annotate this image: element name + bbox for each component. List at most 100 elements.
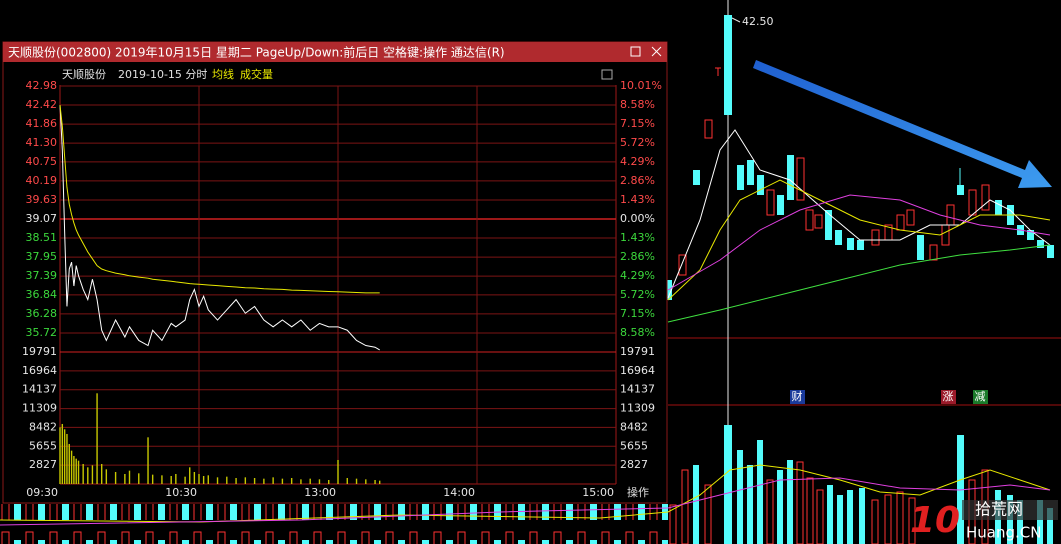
volume-tick-label: 11309 [22,402,57,415]
volume-tick-label: 2827 [29,458,57,471]
volume-ma [0,464,1051,523]
candles [666,15,1054,300]
y2-tick-label: 10.01% [620,79,662,92]
volume-bar [61,423,64,484]
tag: 涨 [943,390,954,403]
watermark: 10 拾荒网 Huang.CN [910,500,1058,542]
title-bar [3,42,667,62]
volume-bar [124,473,126,484]
maximize-button[interactable] [630,46,641,57]
volume-bar [82,463,84,484]
ma-line [667,194,1051,291]
volume-bar [263,478,265,484]
volume-bar [184,476,186,484]
candle [777,195,784,215]
volume-bar [216,477,219,484]
volume-bar [355,478,358,484]
y-tick-label: 41.30 [26,136,58,149]
volume-bar [796,461,804,544]
volume-bar [827,485,833,544]
volume-bar [847,490,853,544]
volume-bar [75,458,77,484]
volume-bar [151,474,154,484]
candle [957,185,964,195]
tag: 财 [792,389,803,403]
volume-tick-label: 14137 [620,383,655,396]
footer-button[interactable] [620,485,666,502]
y-tick-label: 41.86 [26,117,58,130]
volume-tick-label: 16964 [22,364,57,377]
candle [1047,245,1054,258]
watermark-domain: Huang.CN [966,524,1041,542]
footer-button-label[interactable]: 操作 [627,485,649,499]
y-tick-label: 40.19 [26,174,58,187]
candle [814,214,823,229]
volume-ma [0,477,1051,526]
volume-bar [318,479,321,484]
candle [917,235,924,260]
candle [796,157,805,201]
candle [946,204,955,226]
candle [871,229,880,246]
candle [941,224,950,246]
candle [747,160,754,185]
toggle-icon[interactable] [601,69,613,80]
trend-arrow [753,60,1052,188]
volume-bar [669,504,677,544]
window-title: 天顺股份(002800) 2019年10月15日 星期二 PageUp/Down… [8,45,505,60]
volume-bar [244,477,247,484]
tag-box [941,390,956,404]
volume-bar [272,477,274,484]
ma-line [667,129,1051,299]
volume-bar [128,470,131,484]
candle [678,254,687,276]
volume-bar [1017,500,1023,544]
volume-bar [300,479,302,484]
price-line [59,105,380,351]
y-tick-label: 37.95 [26,250,58,263]
volume-bar [198,473,200,484]
volume-bar [170,475,172,484]
y2-tick-label: 5.72% [620,136,655,149]
y-tick-label: 39.63 [26,193,58,206]
candle [896,214,905,231]
volume-bar [189,467,191,484]
ma-line [667,244,1051,323]
volume-bar [884,494,892,544]
y-tick-label: 36.28 [26,307,58,320]
marker-line [731,17,741,23]
volume-bar [757,440,763,544]
volume-bar [235,477,237,484]
volume-bar [193,471,196,484]
candle [981,184,990,211]
volume-bar [70,450,73,484]
volume-bar [253,477,256,484]
candle [1037,240,1044,248]
x-tick-label: 15:00 [582,486,614,499]
y-tick-label: 36.84 [26,288,58,301]
candle [835,230,842,245]
high-label: 42.50 [742,15,774,28]
volume-bar [1047,508,1053,544]
y-tick-label: 40.75 [26,155,58,168]
volume-bar [346,477,348,484]
tag-box [973,390,988,404]
close-button[interactable] [651,46,662,57]
y2-tick-label: 4.29% [620,155,655,168]
candle [1027,230,1034,240]
volume-bar [328,479,330,484]
candle [724,15,732,115]
volume-bar [59,427,61,484]
volume-bar [87,467,89,484]
y-tick-label: 35.72 [26,326,58,339]
volume-bar [1037,500,1043,544]
volume-tick-label: 5655 [620,439,648,452]
stock-name: 天顺股份 [62,68,106,81]
candle [757,175,764,195]
candle [847,238,854,250]
x-tick-label: 10:30 [165,486,197,499]
volume-bar [226,476,228,484]
volume-bar [91,465,94,484]
legend-avg: 均线 [212,67,234,81]
